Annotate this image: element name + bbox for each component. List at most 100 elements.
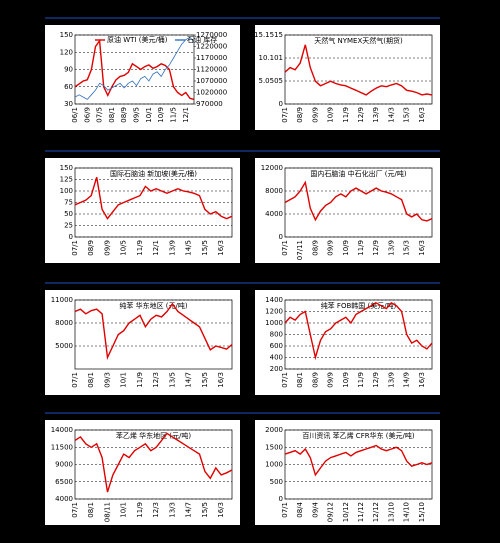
y-tick-label: 5.0505 [259, 77, 284, 85]
x-tick-label: 10/9 [157, 107, 165, 123]
x-tick-label: 08/9 [87, 240, 95, 256]
x-tick-label: 11/9 [136, 240, 144, 256]
x-tick-label: 10/1 [145, 107, 153, 123]
x-tick-label: 12/12 [372, 502, 380, 522]
y-tick-label: 800 [270, 331, 283, 339]
series-line [74, 302, 233, 360]
x-tick-label: 08/9 [296, 107, 304, 123]
y-tick-label: 1500 [265, 443, 283, 451]
x-tick-label: 11/9 [136, 502, 144, 518]
y-tick-label: 200 [270, 365, 283, 373]
x-tick-label: 15/3 [403, 107, 411, 123]
y-tick-label: 14000 [51, 426, 73, 434]
x-tick-label: 09/3 [103, 372, 111, 388]
x-tick-label: 07/1 [71, 502, 79, 518]
series-line [74, 176, 233, 220]
x-tick-label: 16/3 [217, 372, 225, 388]
x-tick-label: 14/7 [185, 372, 193, 388]
panel [255, 290, 440, 395]
x-tick-label: 13/5 [168, 372, 176, 388]
x-tick-label: 12/9 [372, 240, 380, 256]
x-tick-label: 12/3 [152, 372, 160, 388]
y-tick-label: 1000 [265, 319, 283, 327]
chart-title: 国内石脑油 中石化出厂 (元/吨) [310, 169, 407, 178]
x-tick-label: 13/9 [372, 107, 380, 123]
chart-title: 苯乙烯 华东地区 (元/吨) [116, 431, 192, 440]
y-tick-label: 5000 [55, 342, 73, 350]
y-tick-label: 0 [279, 100, 283, 108]
x-tick-label: 08/1 [87, 372, 95, 388]
panel [45, 158, 240, 263]
x-tick-label: 07/11 [296, 240, 304, 260]
chart-title: 纯苯 华东地区 (元/吨) [119, 301, 188, 310]
y-tick-label: 6500 [55, 478, 73, 486]
x-tick-label: 14/3 [387, 107, 395, 123]
x-tick-label: 11/9 [136, 372, 144, 388]
y-tick-label: 125 [60, 176, 73, 184]
y-tick-label: 8000 [265, 187, 283, 195]
y-tick-label: 150 [60, 31, 73, 39]
x-tick-label: 11/5 [169, 107, 177, 123]
chart-title: 天然气 NYMEX天然气(期货) [314, 36, 403, 45]
y-tick-label: 90 [64, 66, 73, 74]
y-tick-label: 10.101 [259, 54, 284, 62]
y-tick-label: 4000 [265, 210, 283, 218]
y2-tick-label: 1220000 [196, 43, 227, 51]
y-tick-label: 150 [60, 164, 73, 172]
x-tick-label: 16/3 [217, 240, 225, 256]
x-tick-label: 10/5 [120, 240, 128, 256]
x-tick-label: 08/1 [108, 107, 116, 123]
series-line [284, 302, 433, 361]
x-tick-label: 08/9 [311, 240, 319, 256]
y-tick-label: 500 [270, 478, 283, 486]
panel [255, 420, 440, 525]
x-tick-label: 12/1 [152, 240, 160, 256]
x-tick-label: 13/10 [387, 502, 395, 522]
y-tick-label: 8000 [55, 319, 73, 327]
x-tick-label: 07/1 [281, 240, 289, 256]
x-tick-label: 10/1 [120, 372, 128, 388]
y-tick-label: 2000 [265, 426, 283, 434]
x-tick-label: 07/1 [281, 107, 289, 123]
x-tick-label: 12/9 [372, 372, 380, 388]
series-line [284, 180, 433, 222]
legend-label: 石油 库存 [187, 35, 217, 44]
y-tick-label: 1200 [265, 308, 283, 316]
x-tick-label: 10/9 [327, 107, 335, 123]
x-tick-label: 14/9 [403, 372, 411, 388]
plot-frame [74, 167, 233, 238]
series-line [74, 38, 195, 101]
y-tick-label: 120 [60, 48, 73, 56]
y2-tick-label: 1070000 [196, 77, 227, 85]
series-line [284, 444, 433, 477]
y-tick-label: 600 [270, 342, 283, 350]
panel [255, 25, 440, 130]
x-tick-label: 09/9 [103, 240, 111, 256]
x-tick-label: 12/3 [152, 502, 160, 518]
series-line [74, 432, 233, 493]
x-tick-label: 14/10 [403, 502, 411, 522]
x-tick-label: 07/1 [71, 372, 79, 388]
y2-tick-label: 1170000 [196, 54, 227, 62]
x-tick-label: 16/3 [418, 240, 426, 256]
x-tick-label: 11/9 [342, 107, 350, 123]
y2-tick-label: 1020000 [196, 89, 227, 97]
y-tick-label: 60 [64, 83, 73, 91]
x-tick-label: 16/3 [418, 372, 426, 388]
y-tick-label: 0 [279, 233, 283, 241]
y-tick-label: 0 [69, 233, 73, 241]
x-tick-label: 07/1 [281, 502, 289, 518]
x-tick-label: 16/3 [418, 107, 426, 123]
x-tick-label: 11/12 [357, 502, 365, 522]
x-tick-label: 09/9 [327, 240, 335, 256]
x-tick-label: 15/3 [403, 240, 411, 256]
y-tick-label: 11500 [51, 443, 73, 451]
y-tick-label: 25 [64, 222, 73, 230]
y-tick-label: 30 [64, 100, 73, 108]
x-tick-label: 13/3 [168, 502, 176, 518]
x-tick-label: 13/9 [168, 240, 176, 256]
plot-frame [284, 299, 433, 370]
y2-tick-label: 1120000 [196, 66, 227, 74]
